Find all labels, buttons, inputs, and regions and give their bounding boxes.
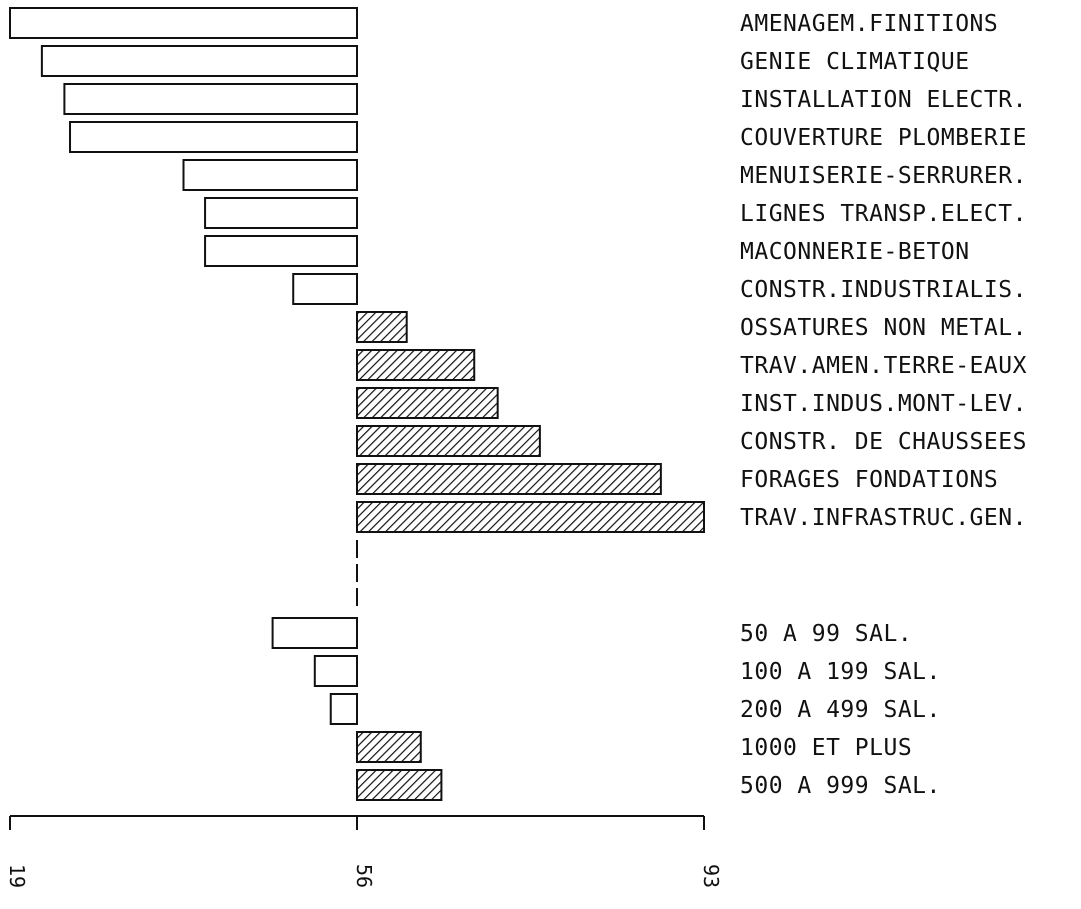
category-label: INST.INDUS.MONT-LEV. — [740, 391, 1027, 417]
tick-label: 19 — [5, 864, 29, 888]
category-label: LIGNES TRANSP.ELECT. — [740, 201, 1027, 227]
bar-1-4 — [356, 769, 443, 801]
category-label: OSSATURES NON METAL. — [740, 315, 1027, 341]
category-label: MENUISERIE-SERRURER. — [740, 163, 1027, 189]
bar-1-2 — [329, 693, 358, 725]
bar-0-10 — [356, 387, 499, 419]
bar-0-12 — [356, 463, 662, 495]
category-label: 500 A 999 SAL. — [740, 773, 941, 799]
bar-0-11 — [356, 425, 541, 457]
category-label: 100 A 199 SAL. — [740, 659, 941, 685]
category-label: 200 A 499 SAL. — [740, 697, 941, 723]
category-label: 50 A 99 SAL. — [740, 621, 912, 647]
tick-label: 93 — [699, 864, 723, 888]
category-label: TRAV.INFRASTRUC.GEN. — [740, 505, 1027, 531]
category-label: TRAV.AMEN.TERRE-EAUX — [740, 353, 1027, 379]
bar-0-8 — [356, 311, 408, 343]
bar-0-4 — [182, 159, 358, 191]
bar-0-9 — [356, 349, 476, 381]
category-label: FORAGES FONDATIONS — [740, 467, 998, 493]
bar-0-13 — [356, 501, 705, 533]
bar-1-3 — [356, 731, 422, 763]
bar-0-1 — [40, 45, 359, 77]
bar-0-6 — [204, 235, 358, 267]
category-label: COUVERTURE PLOMBERIE — [740, 125, 1027, 151]
bar-0-0 — [9, 7, 358, 39]
category-labels-layer: AMENAGEM.FINITIONS GENIE CLIMATIQUE INSTAL… — [740, 11, 1027, 799]
category-label: INSTALLATION ELECTR. — [740, 87, 1027, 113]
bar-0-5 — [204, 197, 358, 229]
tick-label: 56 — [352, 864, 376, 888]
category-label: 1000 ET PLUS — [740, 735, 912, 761]
bar-1-0 — [271, 617, 359, 649]
bar-0-2 — [63, 83, 358, 115]
x-axis: 19 56 93 — [5, 815, 723, 888]
bars-layer — [9, 7, 705, 801]
bar-1-1 — [313, 655, 359, 687]
category-label: CONSTR.INDUSTRIALIS. — [740, 277, 1027, 303]
category-label: MACONNERIE-BETON — [740, 239, 970, 265]
bar-0-3 — [69, 121, 359, 153]
category-label: CONSTR. DE CHAUSSEES — [740, 429, 1027, 455]
bar-0-7 — [292, 273, 358, 305]
category-label: AMENAGEM.FINITIONS — [740, 11, 998, 37]
category-label: GENIE CLIMATIQUE — [740, 49, 970, 75]
